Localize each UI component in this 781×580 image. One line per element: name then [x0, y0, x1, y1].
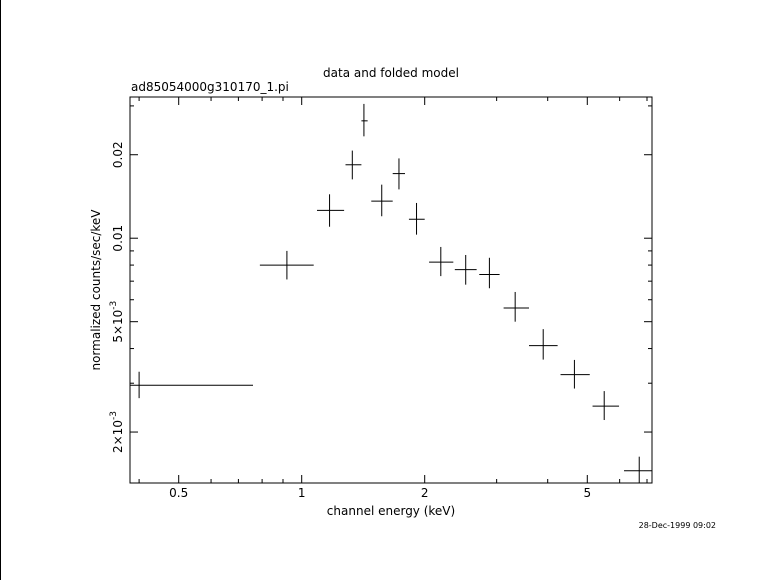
y-tick-label-text: 5×10 — [111, 310, 125, 343]
data-point — [371, 184, 393, 217]
data-point — [479, 257, 500, 289]
y-tick-label-text: 0.01 — [111, 225, 125, 252]
y-tick-label-exponent: -3 — [109, 301, 119, 310]
y-tick-label-text: 0.02 — [111, 141, 125, 168]
data-point — [560, 359, 590, 389]
data-point — [361, 103, 368, 137]
y-tick-label: 5×10-3 — [109, 301, 125, 343]
data-point — [345, 150, 362, 180]
data-point — [408, 202, 425, 235]
data-point — [392, 158, 406, 190]
data-point — [259, 250, 314, 280]
y-tick-label-exponent: -3 — [109, 411, 119, 420]
data-points — [130, 103, 652, 483]
x-tick-label: 2 — [421, 486, 429, 500]
x-axis: 0.5 1 2 5 — [138, 97, 648, 500]
plot-frame — [129, 96, 653, 484]
x-tick-label: 1 — [298, 486, 306, 500]
data-point — [529, 329, 558, 360]
y-tick-label: 0.02 — [111, 141, 125, 168]
chart-subtitle: ad85054000g310170_1.pi — [131, 80, 289, 94]
x-axis-label: channel energy (keV) — [327, 504, 455, 518]
data-point — [454, 254, 477, 285]
chart-title: data and folded model — [323, 66, 459, 80]
data-point — [429, 246, 454, 277]
window-left-edge — [0, 0, 1, 580]
y-tick-label-text: 2×10 — [111, 420, 125, 453]
y-axis-label: normalized counts/sec/keV — [89, 209, 103, 371]
y-tick-label: 0.01 — [111, 225, 125, 252]
x-tick-label: 5 — [583, 486, 591, 500]
data-point — [130, 371, 253, 399]
y-axis: 2×10-35×10-30.010.02 — [109, 105, 652, 453]
data-point — [503, 291, 530, 322]
data-point — [592, 391, 620, 421]
x-tick-label: 0.5 — [169, 486, 188, 500]
data-point — [316, 194, 345, 227]
timestamp: 28-Dec-1999 09:02 — [639, 521, 716, 530]
data-point — [624, 456, 652, 483]
y-tick-label: 2×10-3 — [109, 411, 125, 453]
